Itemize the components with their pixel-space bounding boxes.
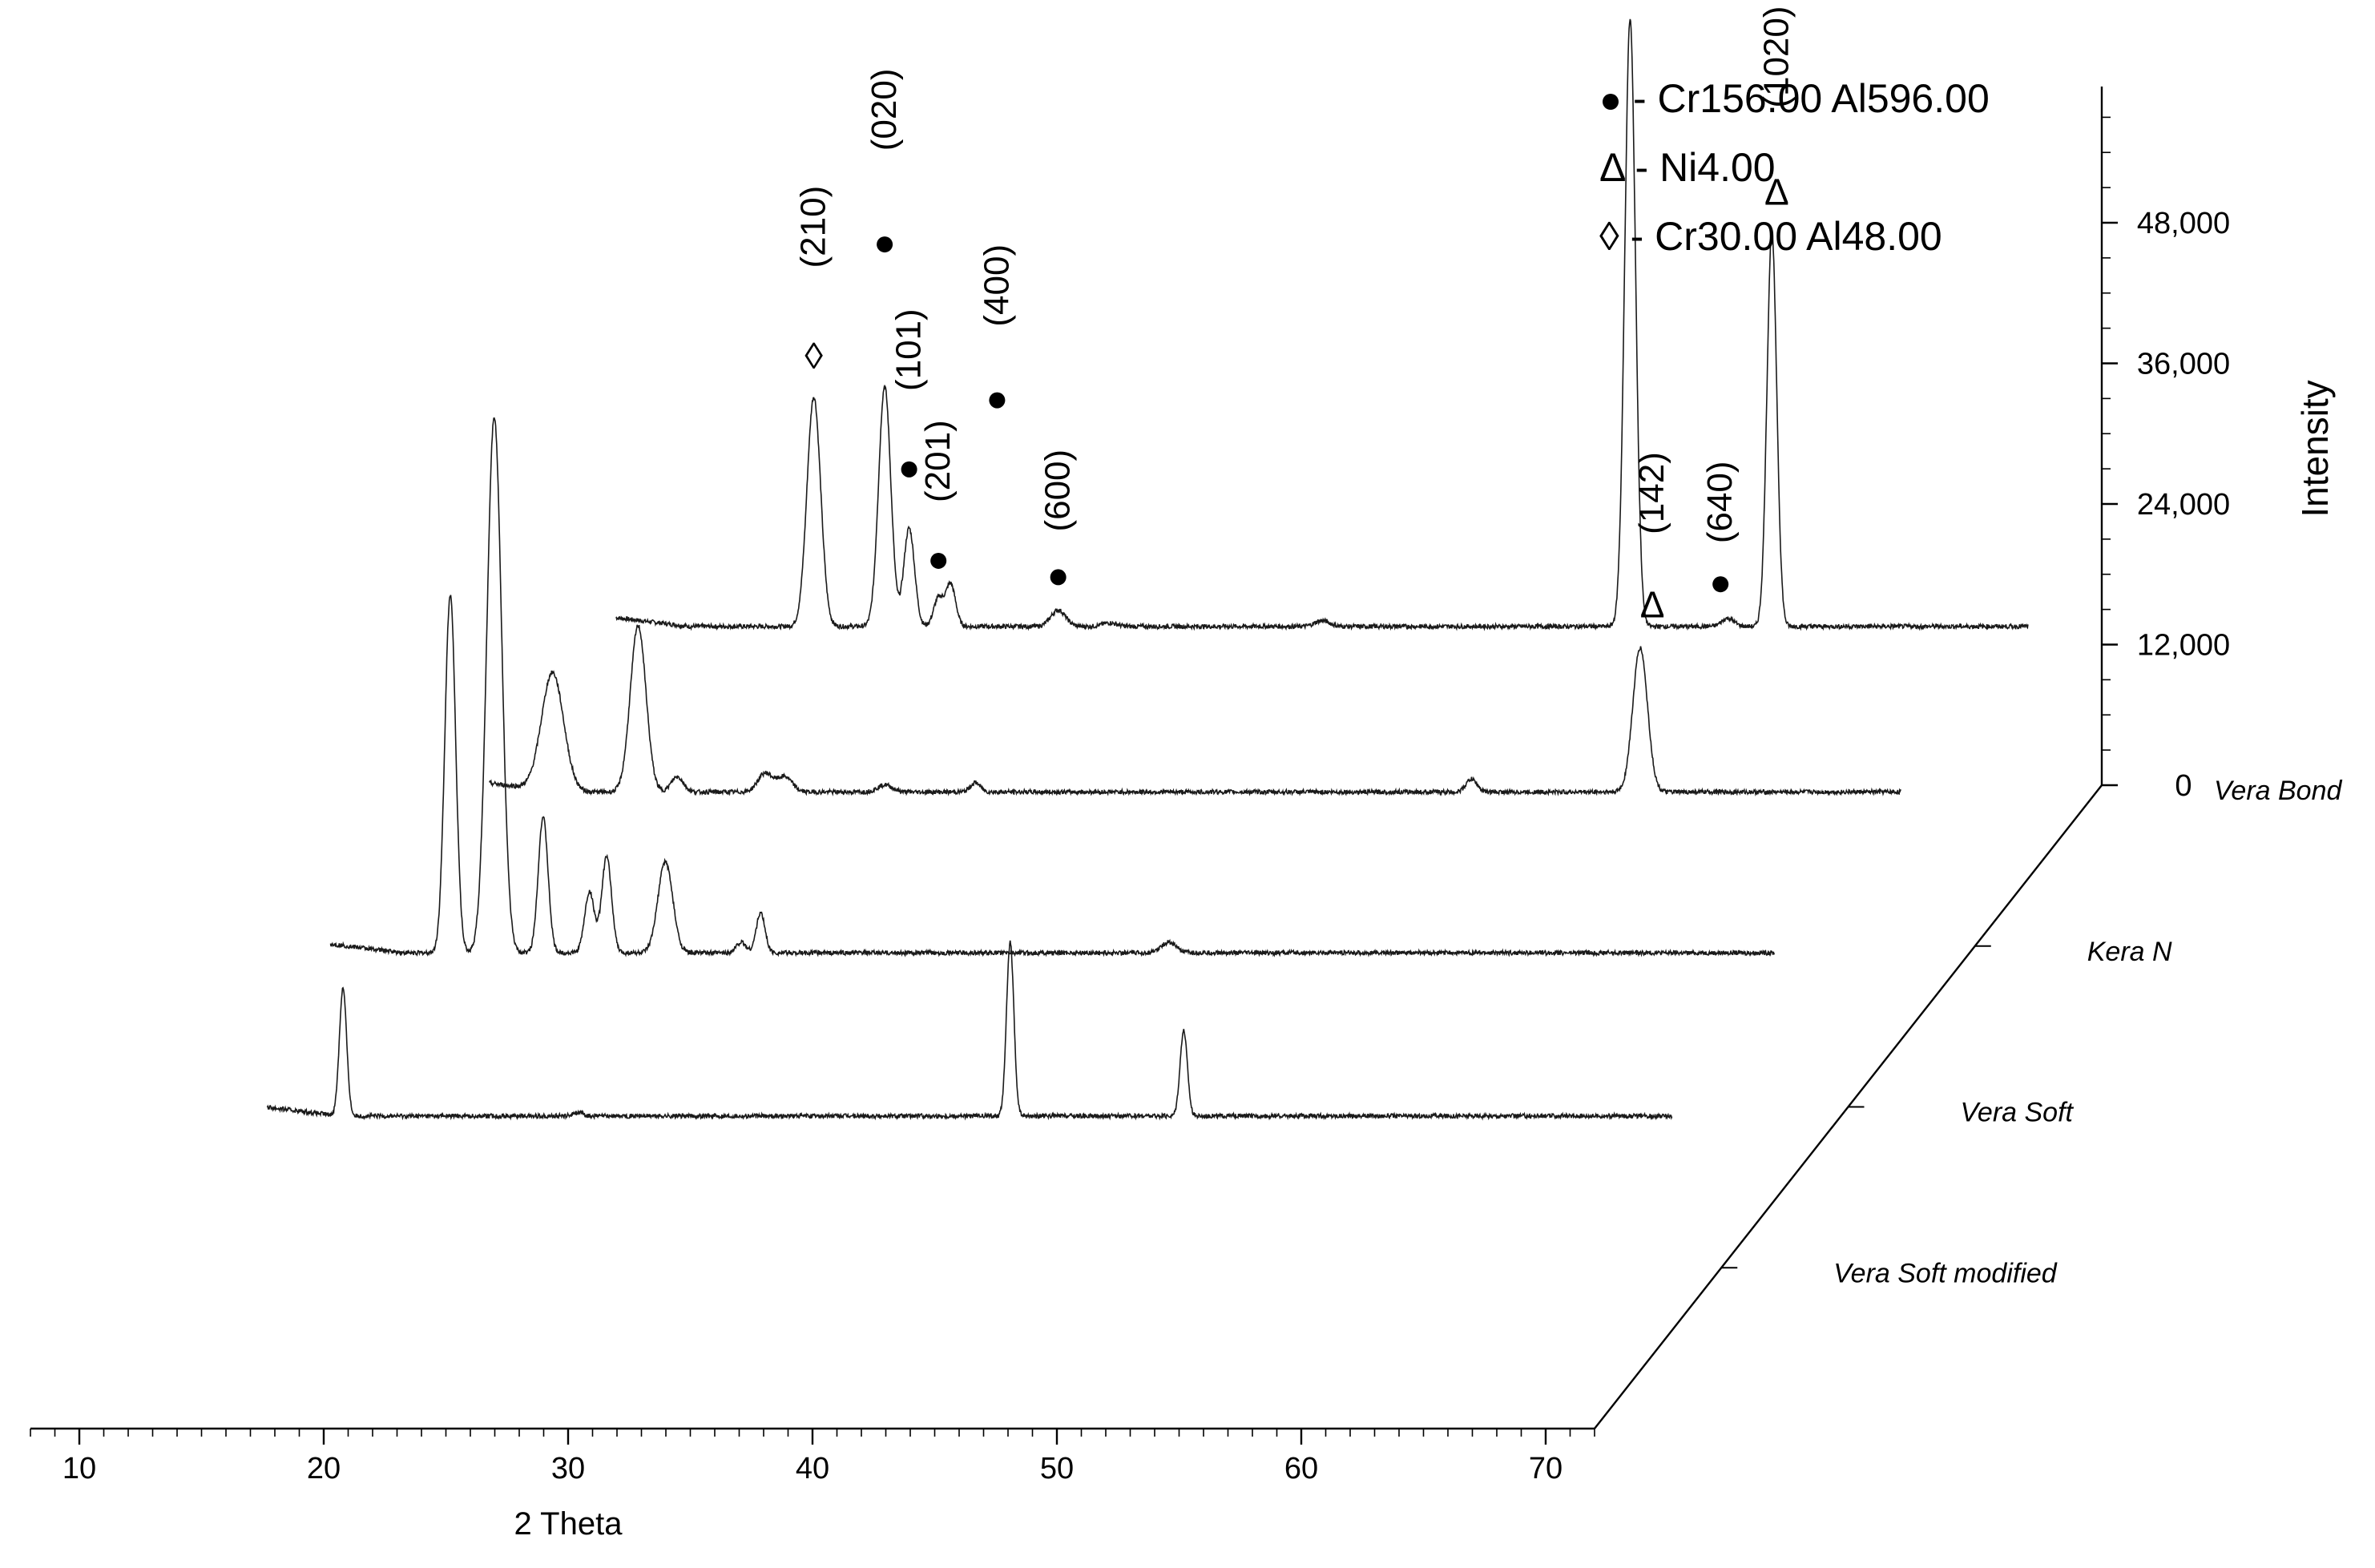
miller-index-label: (1020) xyxy=(1756,6,1796,107)
miller-index-label: (101) xyxy=(889,308,929,391)
phase-dot-marker xyxy=(1712,576,1729,593)
legend: - Cr156.00 Al596.00 Δ - Ni4.00 ◊ - Cr30.00… xyxy=(1599,76,1990,259)
series-name-label: Vera Soft modified xyxy=(1833,1258,2058,1288)
y-tick-label: 0 xyxy=(2175,769,2192,803)
series-line xyxy=(266,940,1673,1121)
phase-dot-marker xyxy=(877,236,893,253)
axes: 10 20 30 40 50 60 70 0 12,000 24,000 36,000 48,000 xyxy=(30,87,2230,1485)
x-tick-label: 10 xyxy=(62,1452,96,1485)
x-tick-label: 20 xyxy=(307,1452,341,1485)
miller-index-label: (020) xyxy=(865,69,904,151)
annotations-layer: ◊(210)(020)(101)(201)(400)(600)Δ(150)(64… xyxy=(794,6,1796,625)
x-tick-label: 70 xyxy=(1529,1452,1562,1485)
miller-index-label: (201) xyxy=(918,420,958,502)
miller-index-label: (600) xyxy=(1038,449,1078,532)
miller-index-label: (142) xyxy=(1632,452,1671,534)
series-kera-n: Kera N xyxy=(489,624,2172,967)
x-tick-label: 40 xyxy=(796,1452,829,1485)
legend-entry-label: ◊ - Cr30.00 Al48.00 xyxy=(1599,214,1942,259)
series-name-label: Kera N xyxy=(2087,937,2172,967)
x-tick-label: 50 xyxy=(1040,1452,1074,1485)
y-tick-label: 36,000 xyxy=(2137,348,2230,381)
legend-entry-label: Δ - Ni4.00 xyxy=(1599,145,1776,190)
phase-dot-marker xyxy=(930,552,947,569)
series-line xyxy=(489,624,1901,797)
miller-index-label: (400) xyxy=(977,244,1016,327)
phase-dot-marker xyxy=(1050,569,1067,586)
y-tick-label: 12,000 xyxy=(2137,629,2230,663)
series-line xyxy=(615,18,2029,631)
series-vera-soft: Vera Soft xyxy=(329,417,2075,1128)
series-layer: Vera Bond Kera N Vera Soft Vera Soft modifi… xyxy=(266,18,2342,1288)
phase-triangle-marker: Δ xyxy=(1640,583,1665,625)
phase-dot-marker xyxy=(901,461,917,478)
miller-index-label: (640) xyxy=(1700,461,1740,543)
series-name-label: Vera Soft xyxy=(1961,1098,2075,1128)
phase-diamond-marker: ◊ xyxy=(804,335,823,377)
series-line xyxy=(329,417,1776,957)
series-vera-soft-modified: Vera Soft modified xyxy=(266,940,2058,1288)
legend-entry-label: - Cr156.00 Al596.00 xyxy=(1633,76,1990,121)
legend-dot-icon xyxy=(1603,94,1619,110)
y-tick-label: 48,000 xyxy=(2137,207,2230,240)
phase-triangle-marker: Δ xyxy=(1764,171,1789,212)
x-tick-label: 30 xyxy=(551,1452,585,1485)
x-axis-label: 2 Theta xyxy=(514,1506,623,1542)
y-tick-label: 24,000 xyxy=(2137,488,2230,522)
phase-dot-marker xyxy=(989,392,1006,409)
y-axis-label: Intensity xyxy=(2294,380,2336,517)
x-tick-label: 60 xyxy=(1284,1452,1318,1485)
series-vera-bond: Vera Bond xyxy=(615,18,2342,806)
series-name-label: Vera Bond xyxy=(2214,776,2342,806)
miller-index-label: (210) xyxy=(794,186,833,268)
